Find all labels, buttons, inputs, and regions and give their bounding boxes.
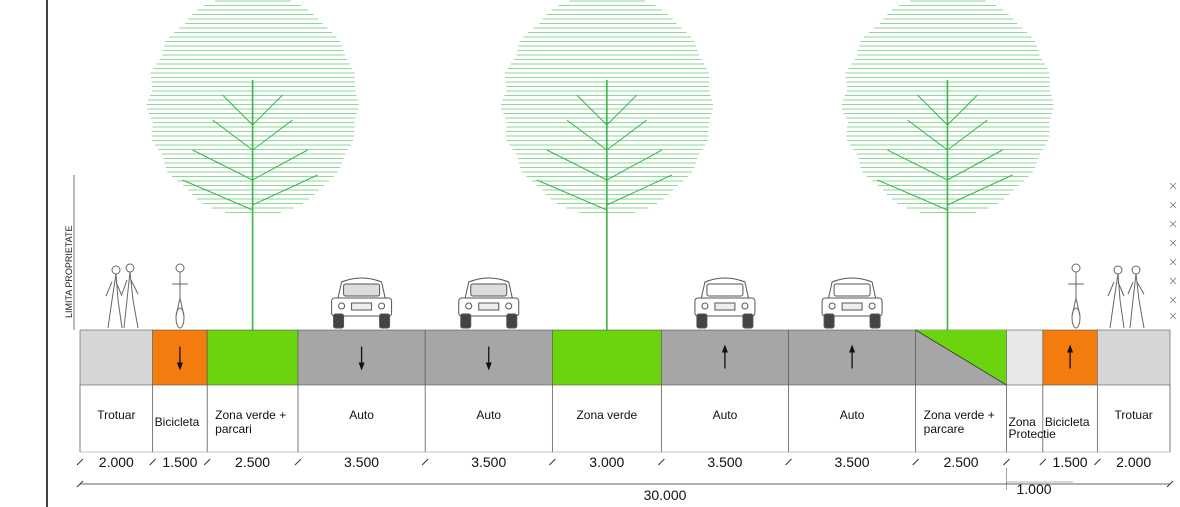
dimension-tick bbox=[149, 458, 157, 466]
arrow-up-icon bbox=[849, 344, 856, 369]
segment-bike: Bicicleta 1.500 bbox=[149, 329, 208, 470]
segment-green: Zona verde +parcari 2.500 bbox=[203, 329, 299, 470]
tree-icon bbox=[146, 0, 359, 330]
segment-fill bbox=[1006, 329, 1044, 386]
dimension-tick bbox=[1003, 458, 1010, 466]
segment-protection: ZonaProtectie1.000 bbox=[1003, 329, 1057, 466]
cyclist-icon bbox=[172, 263, 188, 329]
dimension-tick bbox=[1093, 458, 1101, 466]
tree-icon bbox=[841, 0, 1054, 330]
segment-fill bbox=[79, 329, 153, 386]
segment-label: Auto bbox=[349, 408, 374, 422]
arrow-down-icon bbox=[176, 346, 183, 371]
trees-layer bbox=[146, 0, 1054, 330]
dimension-tick bbox=[657, 458, 665, 466]
arrow-down-icon bbox=[485, 346, 492, 371]
segment-width: 2.500 bbox=[944, 454, 979, 470]
segment-label: Auto bbox=[713, 408, 738, 422]
dimension-tick bbox=[76, 458, 84, 466]
segment-fill bbox=[206, 329, 299, 386]
cyclist-icon bbox=[1068, 263, 1084, 329]
car-rear-icon bbox=[821, 277, 883, 329]
dimension-tick bbox=[1039, 458, 1047, 466]
segment-sidewalk: Trotuar 2.000 bbox=[1093, 329, 1171, 470]
divider-line bbox=[915, 329, 1007, 386]
dimension-tick bbox=[1166, 480, 1174, 488]
property-limit-label: LIMITA PROPRIETATE bbox=[64, 225, 74, 318]
segment-label: parcari bbox=[215, 422, 252, 436]
car-rear-icon bbox=[694, 277, 756, 329]
segment-width: 2.500 bbox=[235, 454, 270, 470]
segment-label: parcare bbox=[924, 422, 965, 436]
segment-road: Auto 3.500 bbox=[657, 329, 789, 470]
segment-width: 3.500 bbox=[344, 454, 379, 470]
dimension-tick bbox=[548, 458, 556, 466]
tree-icon bbox=[500, 0, 713, 330]
segment-fill bbox=[552, 329, 662, 386]
segment-width: 1.500 bbox=[162, 454, 197, 470]
segment-width: 1.500 bbox=[1053, 454, 1088, 470]
segment-sidewalk: Trotuar 2.000 bbox=[76, 329, 153, 470]
segment-label: Trotuar bbox=[97, 408, 135, 422]
segment-width: 3.500 bbox=[707, 454, 742, 470]
car-front-icon bbox=[458, 277, 520, 329]
arrow-up-icon bbox=[1067, 344, 1074, 369]
segment-label: Zona verde + bbox=[924, 408, 995, 422]
segment-fill bbox=[1097, 329, 1171, 386]
pedestrian-icon bbox=[105, 263, 139, 329]
segment-label: Auto bbox=[840, 408, 865, 422]
segment-label: Zona bbox=[1009, 415, 1037, 429]
segment-label: Trotuar bbox=[1115, 408, 1153, 422]
pedestrian-icon bbox=[1107, 265, 1145, 329]
segment-green-split: Zona verde +parcare 2.500 bbox=[912, 329, 1007, 470]
segment-width: 3.500 bbox=[835, 454, 870, 470]
property-limit-marks-right bbox=[1169, 182, 1177, 320]
segment-label: Zona verde + bbox=[215, 408, 286, 422]
car-front-icon bbox=[331, 277, 393, 329]
segment-width: 3.000 bbox=[589, 454, 624, 470]
cars-layer bbox=[331, 277, 883, 329]
segment-label: Bicicleta bbox=[155, 415, 200, 429]
dimension-tick bbox=[76, 480, 84, 488]
dimension-tick bbox=[421, 458, 429, 466]
segment-label: Auto bbox=[476, 408, 501, 422]
dimension-tick bbox=[294, 458, 302, 466]
dimension-tick bbox=[203, 458, 211, 466]
segment-road: Auto 3.500 bbox=[421, 329, 553, 470]
segment-label: Zona verde bbox=[576, 408, 637, 422]
dimension-tick bbox=[785, 458, 792, 466]
protection-width: 1.000 bbox=[1017, 481, 1052, 497]
segment-road: Auto 3.500 bbox=[294, 329, 426, 470]
segment-label: Protectie bbox=[1009, 427, 1057, 441]
segment-road: Auto 3.500 bbox=[785, 329, 916, 470]
segment-green: Zona verde 3.000 bbox=[548, 329, 662, 470]
segment-width: 2.000 bbox=[99, 454, 134, 470]
segment-bike: Bicicleta 1.500 bbox=[1039, 329, 1098, 470]
segment-width: 2.000 bbox=[1116, 454, 1151, 470]
arrow-up-icon bbox=[721, 344, 728, 369]
arrow-down-icon bbox=[358, 346, 365, 371]
dimension-tick bbox=[912, 458, 920, 466]
segment-label: Bicicleta bbox=[1045, 415, 1090, 429]
segment-width: 3.500 bbox=[471, 454, 506, 470]
total-width: 30.000 bbox=[644, 487, 687, 503]
